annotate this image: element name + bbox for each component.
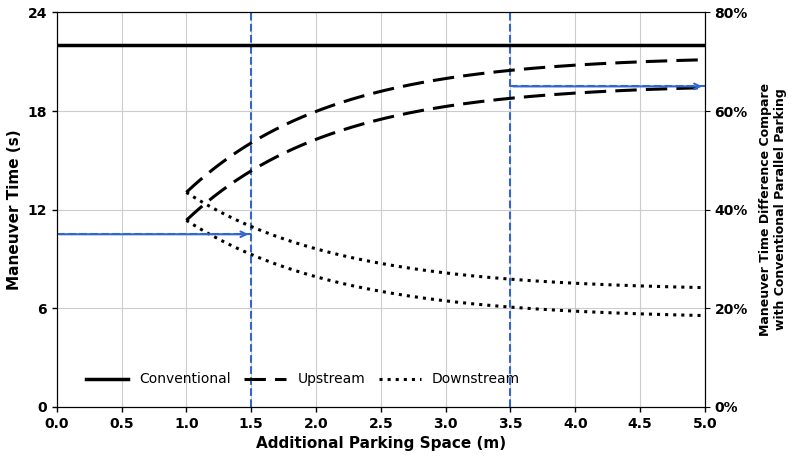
Y-axis label: Maneuver Time (s): Maneuver Time (s): [7, 129, 22, 290]
Y-axis label: Maneuver Time Difference Compare
with Conventional Parallel Parking: Maneuver Time Difference Compare with Co…: [759, 83, 787, 336]
X-axis label: Additional Parking Space (m): Additional Parking Space (m): [256, 436, 506, 451]
Legend: Conventional, Upstream, Downstream: Conventional, Upstream, Downstream: [81, 367, 526, 392]
